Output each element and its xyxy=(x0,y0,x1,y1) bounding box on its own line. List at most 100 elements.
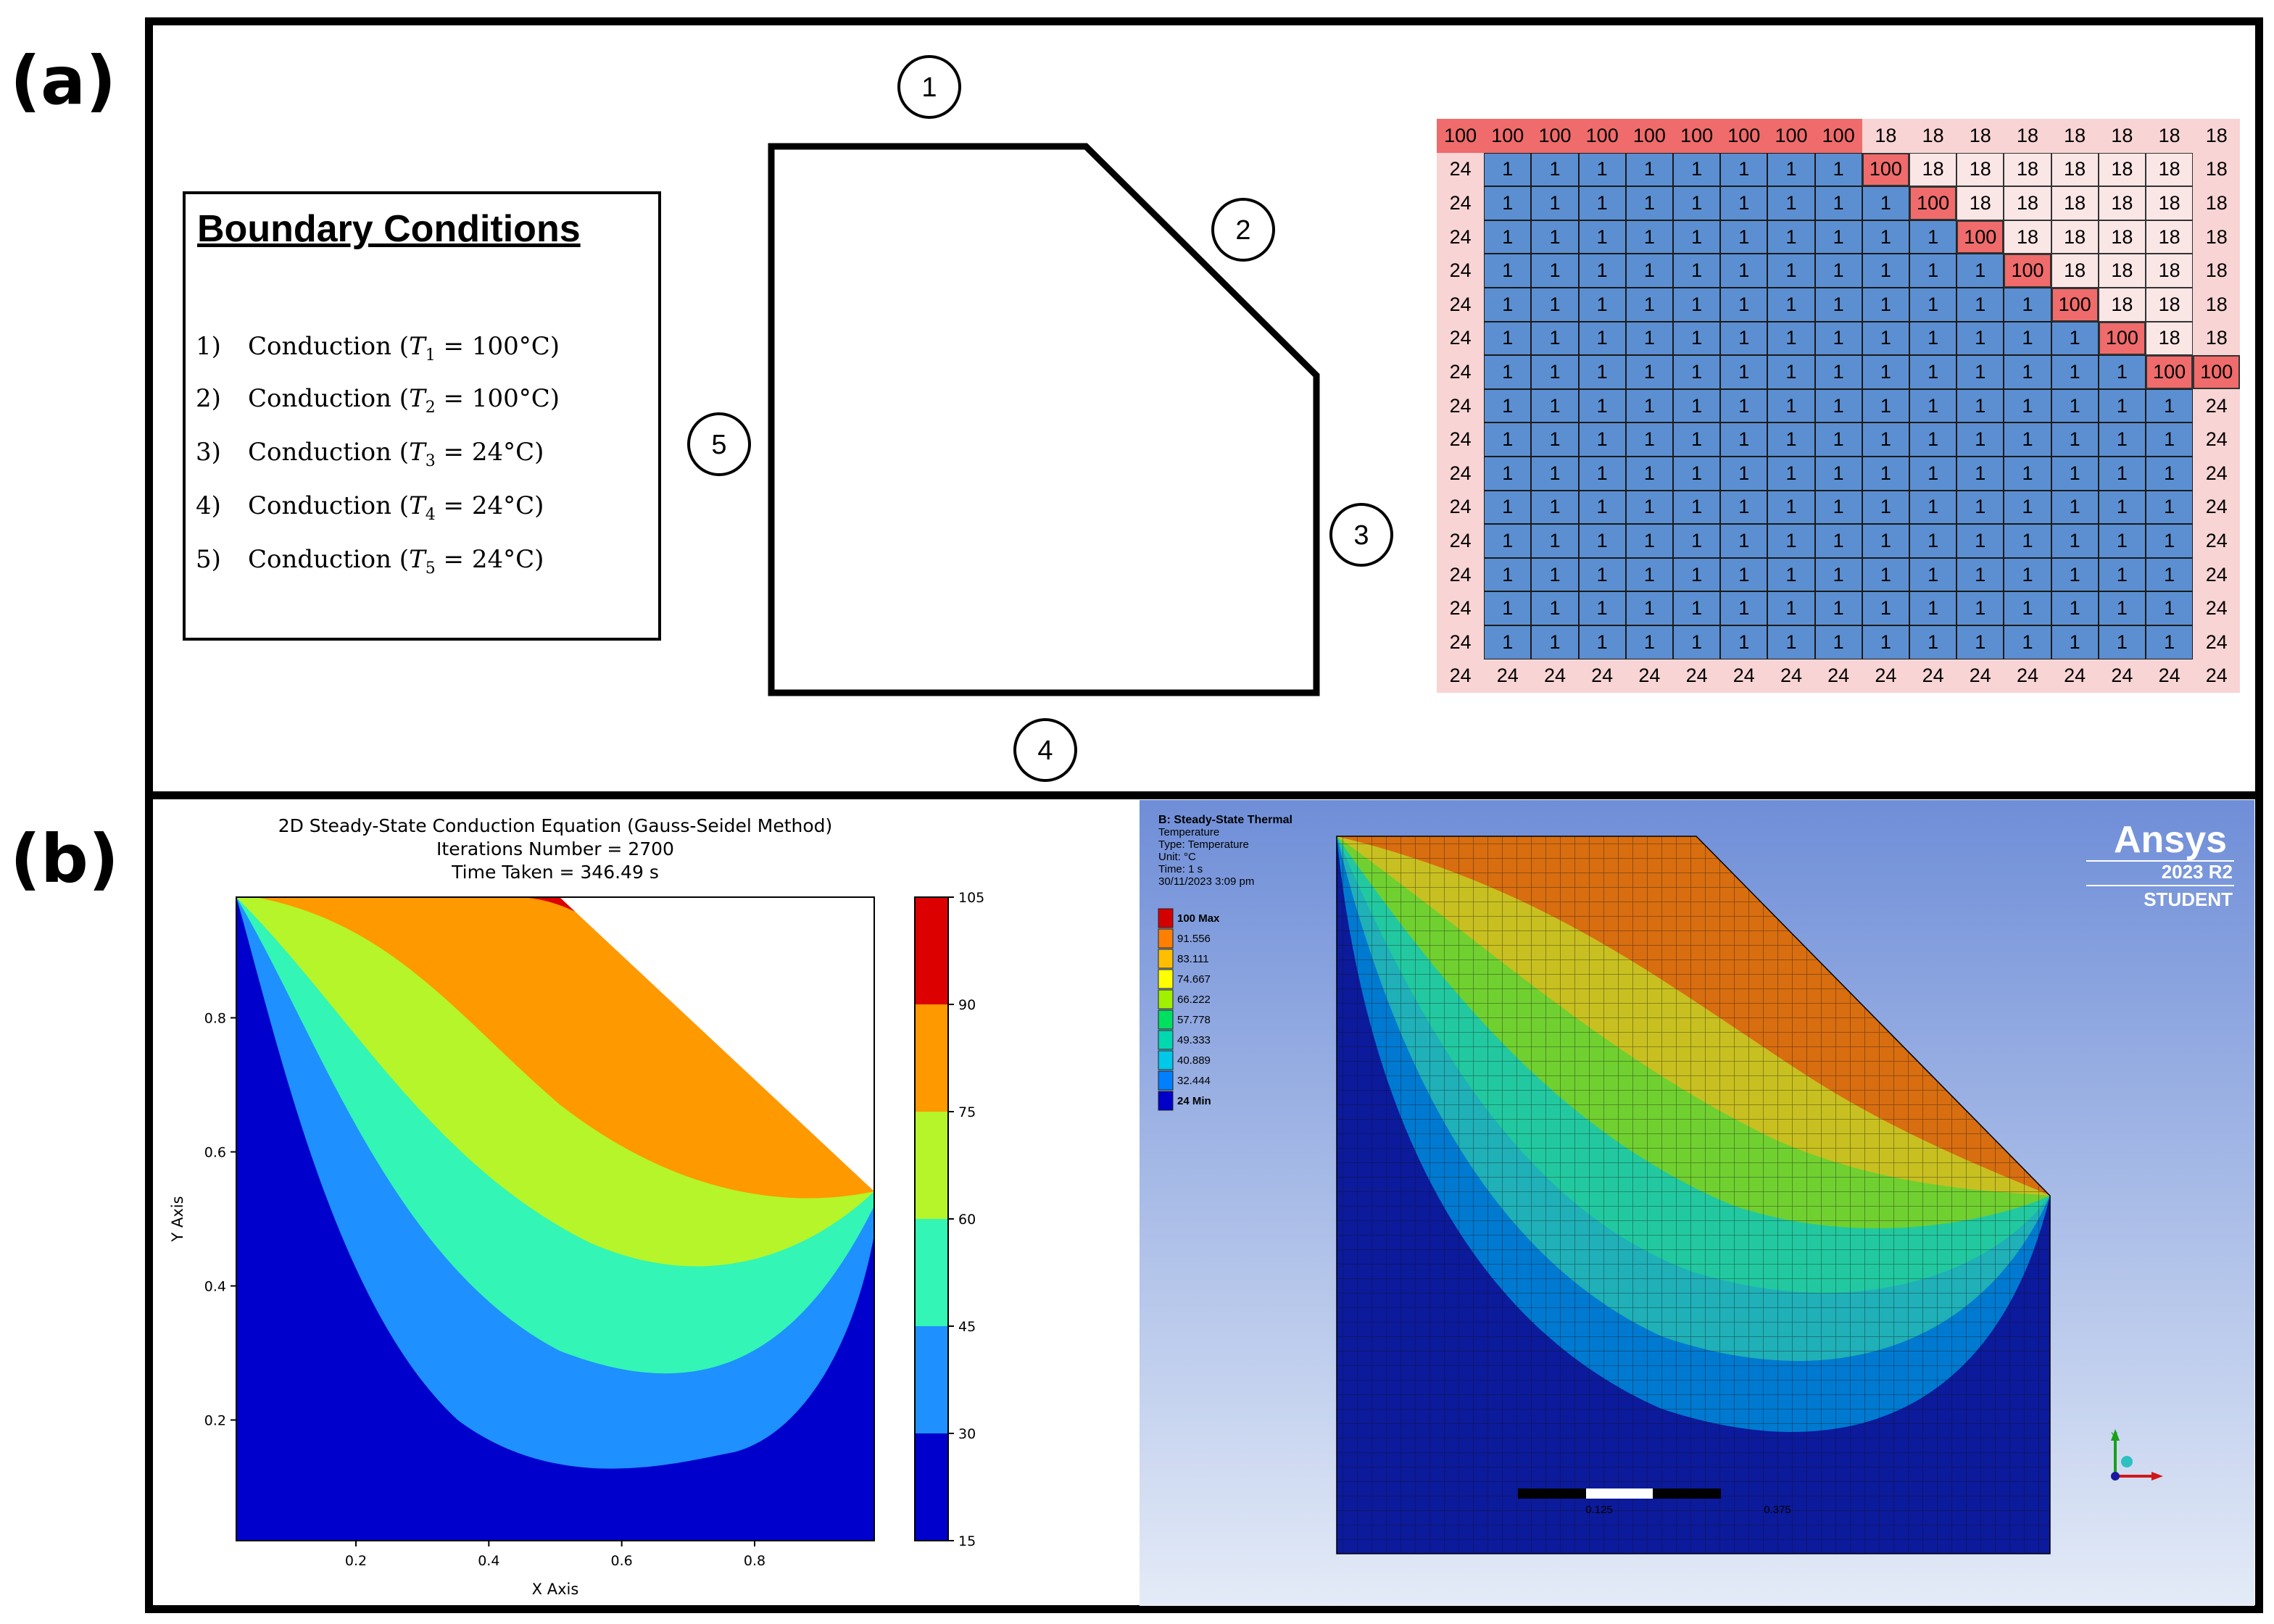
ansys-header-line: 30/11/2023 3:09 pm xyxy=(1158,875,1254,888)
grid-cell: 1 xyxy=(1531,524,1579,558)
ansys-domain-outline xyxy=(1336,836,2051,1554)
grid-cell: 1 xyxy=(1956,490,2004,525)
colorbar-segment xyxy=(915,1326,948,1433)
grid-cell: 1 xyxy=(1578,254,1626,288)
legend-label: 40.889 xyxy=(1177,1054,1211,1067)
grid-cell: 1 xyxy=(1909,220,1957,254)
grid-cell: 1 xyxy=(1909,457,1957,491)
grid-cell: 1 xyxy=(1531,388,1579,423)
grid-cell: 1 xyxy=(1578,355,1626,389)
grid-cell: 1 xyxy=(2146,557,2194,592)
grid-cell: 24 xyxy=(2193,490,2241,525)
grid-cell: 1 xyxy=(2004,625,2051,659)
grid-cell: 24 xyxy=(1437,659,1485,694)
legend-label: 32.444 xyxy=(1177,1075,1211,1087)
grid-cell: 1 xyxy=(1531,625,1579,659)
grid-cell: 1 xyxy=(2004,422,2051,457)
y-tick-label: 0.6 xyxy=(204,1145,226,1161)
grid-cell: 1 xyxy=(1673,254,1721,288)
grid-cell: 18 xyxy=(2004,186,2051,220)
bc-row-subscript: 4 xyxy=(425,505,436,524)
grid-cell: 1 xyxy=(1767,321,1815,356)
grid-cell: 1 xyxy=(2004,457,2051,491)
grid-cell: 24 xyxy=(1437,457,1485,491)
grid-cell: 1 xyxy=(1814,591,1862,625)
grid-cell: 1 xyxy=(1531,457,1579,491)
grid-cell: 1 xyxy=(2146,422,2194,457)
bc-row-1: 1) Conduction (T1 = 100°C) xyxy=(196,332,560,365)
colorbar-tick-label: 45 xyxy=(958,1319,976,1335)
legend-swatch xyxy=(1158,1030,1174,1050)
grid-cell: 1 xyxy=(2098,388,2146,423)
grid-cell: 24 xyxy=(2193,524,2241,558)
bc-row-value: = 24°C) xyxy=(435,545,544,574)
grid-cell: 1 xyxy=(1767,490,1815,525)
ansys-header-line: Unit: °C xyxy=(1158,851,1196,863)
grid-cell: 24 xyxy=(1531,659,1579,694)
grid-cell: 1 xyxy=(1909,254,1957,288)
legend-swatch xyxy=(1158,1009,1174,1030)
axis-triad: Y xyxy=(2111,1429,2163,1481)
legend-label: 49.333 xyxy=(1177,1034,1211,1046)
grid-cell: 1 xyxy=(1531,422,1579,457)
legend-swatch xyxy=(1158,1070,1174,1091)
grid-cell: 1 xyxy=(2051,591,2099,625)
edge-marker-1: 1 xyxy=(897,55,961,119)
grid-cell: 1 xyxy=(1909,524,1957,558)
grid-cell: 18 xyxy=(2051,152,2099,187)
grid-cell: 24 xyxy=(2193,591,2241,625)
grid-cell: 1 xyxy=(2098,355,2146,389)
grid-cell: 1 xyxy=(2098,557,2146,592)
grid-cell: 1 xyxy=(1814,557,1862,592)
panel-b-label: (b) xyxy=(10,820,119,898)
grid-cell: 100 xyxy=(1578,119,1626,153)
grid-cell: 1 xyxy=(1484,490,1532,525)
grid-cell: 1 xyxy=(1673,524,1721,558)
y-tick-label: 0.4 xyxy=(204,1279,226,1295)
grid-cell: 1 xyxy=(1767,388,1815,423)
bc-row-number: 4) xyxy=(196,491,221,520)
domain-outline xyxy=(768,143,1320,696)
grid-cell: 1 xyxy=(1578,288,1626,322)
grid-cell: 24 xyxy=(2193,625,2241,659)
grid-cell: 1 xyxy=(1484,288,1532,322)
grid-cell: 1 xyxy=(1956,591,2004,625)
grid-cell: 1 xyxy=(1720,557,1768,592)
bc-row-subscript: 3 xyxy=(425,451,436,470)
grid-cell: 1 xyxy=(1814,152,1862,187)
grid-cell: 24 xyxy=(2051,659,2099,694)
grid-cell: 1 xyxy=(1484,457,1532,491)
grid-cell: 1 xyxy=(2098,524,2146,558)
grid-cell: 1 xyxy=(1720,220,1768,254)
grid-cell: 1 xyxy=(1956,288,2004,322)
grid-cell: 1 xyxy=(1909,388,1957,423)
grid-cell: 1 xyxy=(1673,422,1721,457)
grid-cell: 1 xyxy=(2146,490,2194,525)
bc-row-subscript: 1 xyxy=(425,346,436,365)
grid-cell: 1 xyxy=(1720,591,1768,625)
grid-cell: 1 xyxy=(1767,220,1815,254)
grid-cell: 24 xyxy=(1484,659,1532,694)
grid-cell: 1 xyxy=(1909,490,1957,525)
grid-cell: 18 xyxy=(2193,186,2241,220)
grid-cell: 1 xyxy=(1625,422,1673,457)
grid-cell: 1 xyxy=(1767,422,1815,457)
grid-cell: 24 xyxy=(1437,524,1485,558)
grid-cell: 1 xyxy=(1862,422,1909,457)
grid-cell: 1 xyxy=(1862,557,1909,592)
edge-marker-3: 3 xyxy=(1329,503,1393,567)
bc-row-symbol: T xyxy=(409,384,426,413)
grid-cell: 1 xyxy=(1862,355,1909,389)
grid-cell: 1 xyxy=(2146,524,2194,558)
legend-label: 24 Min xyxy=(1177,1095,1211,1107)
scale-bar-black-1 xyxy=(1518,1488,1586,1499)
grid-cell: 1 xyxy=(2098,490,2146,525)
grid-cell: 1 xyxy=(1909,355,1957,389)
grid-cell: 1 xyxy=(1484,152,1532,187)
grid-cell: 18 xyxy=(2193,119,2241,153)
grid-cell: 1 xyxy=(1767,152,1815,187)
grid-cell: 1 xyxy=(1862,186,1909,220)
grid-cell: 1 xyxy=(2098,457,2146,491)
grid-cell: 100 xyxy=(1814,119,1862,153)
y-tick-label: 0.8 xyxy=(204,1011,226,1027)
